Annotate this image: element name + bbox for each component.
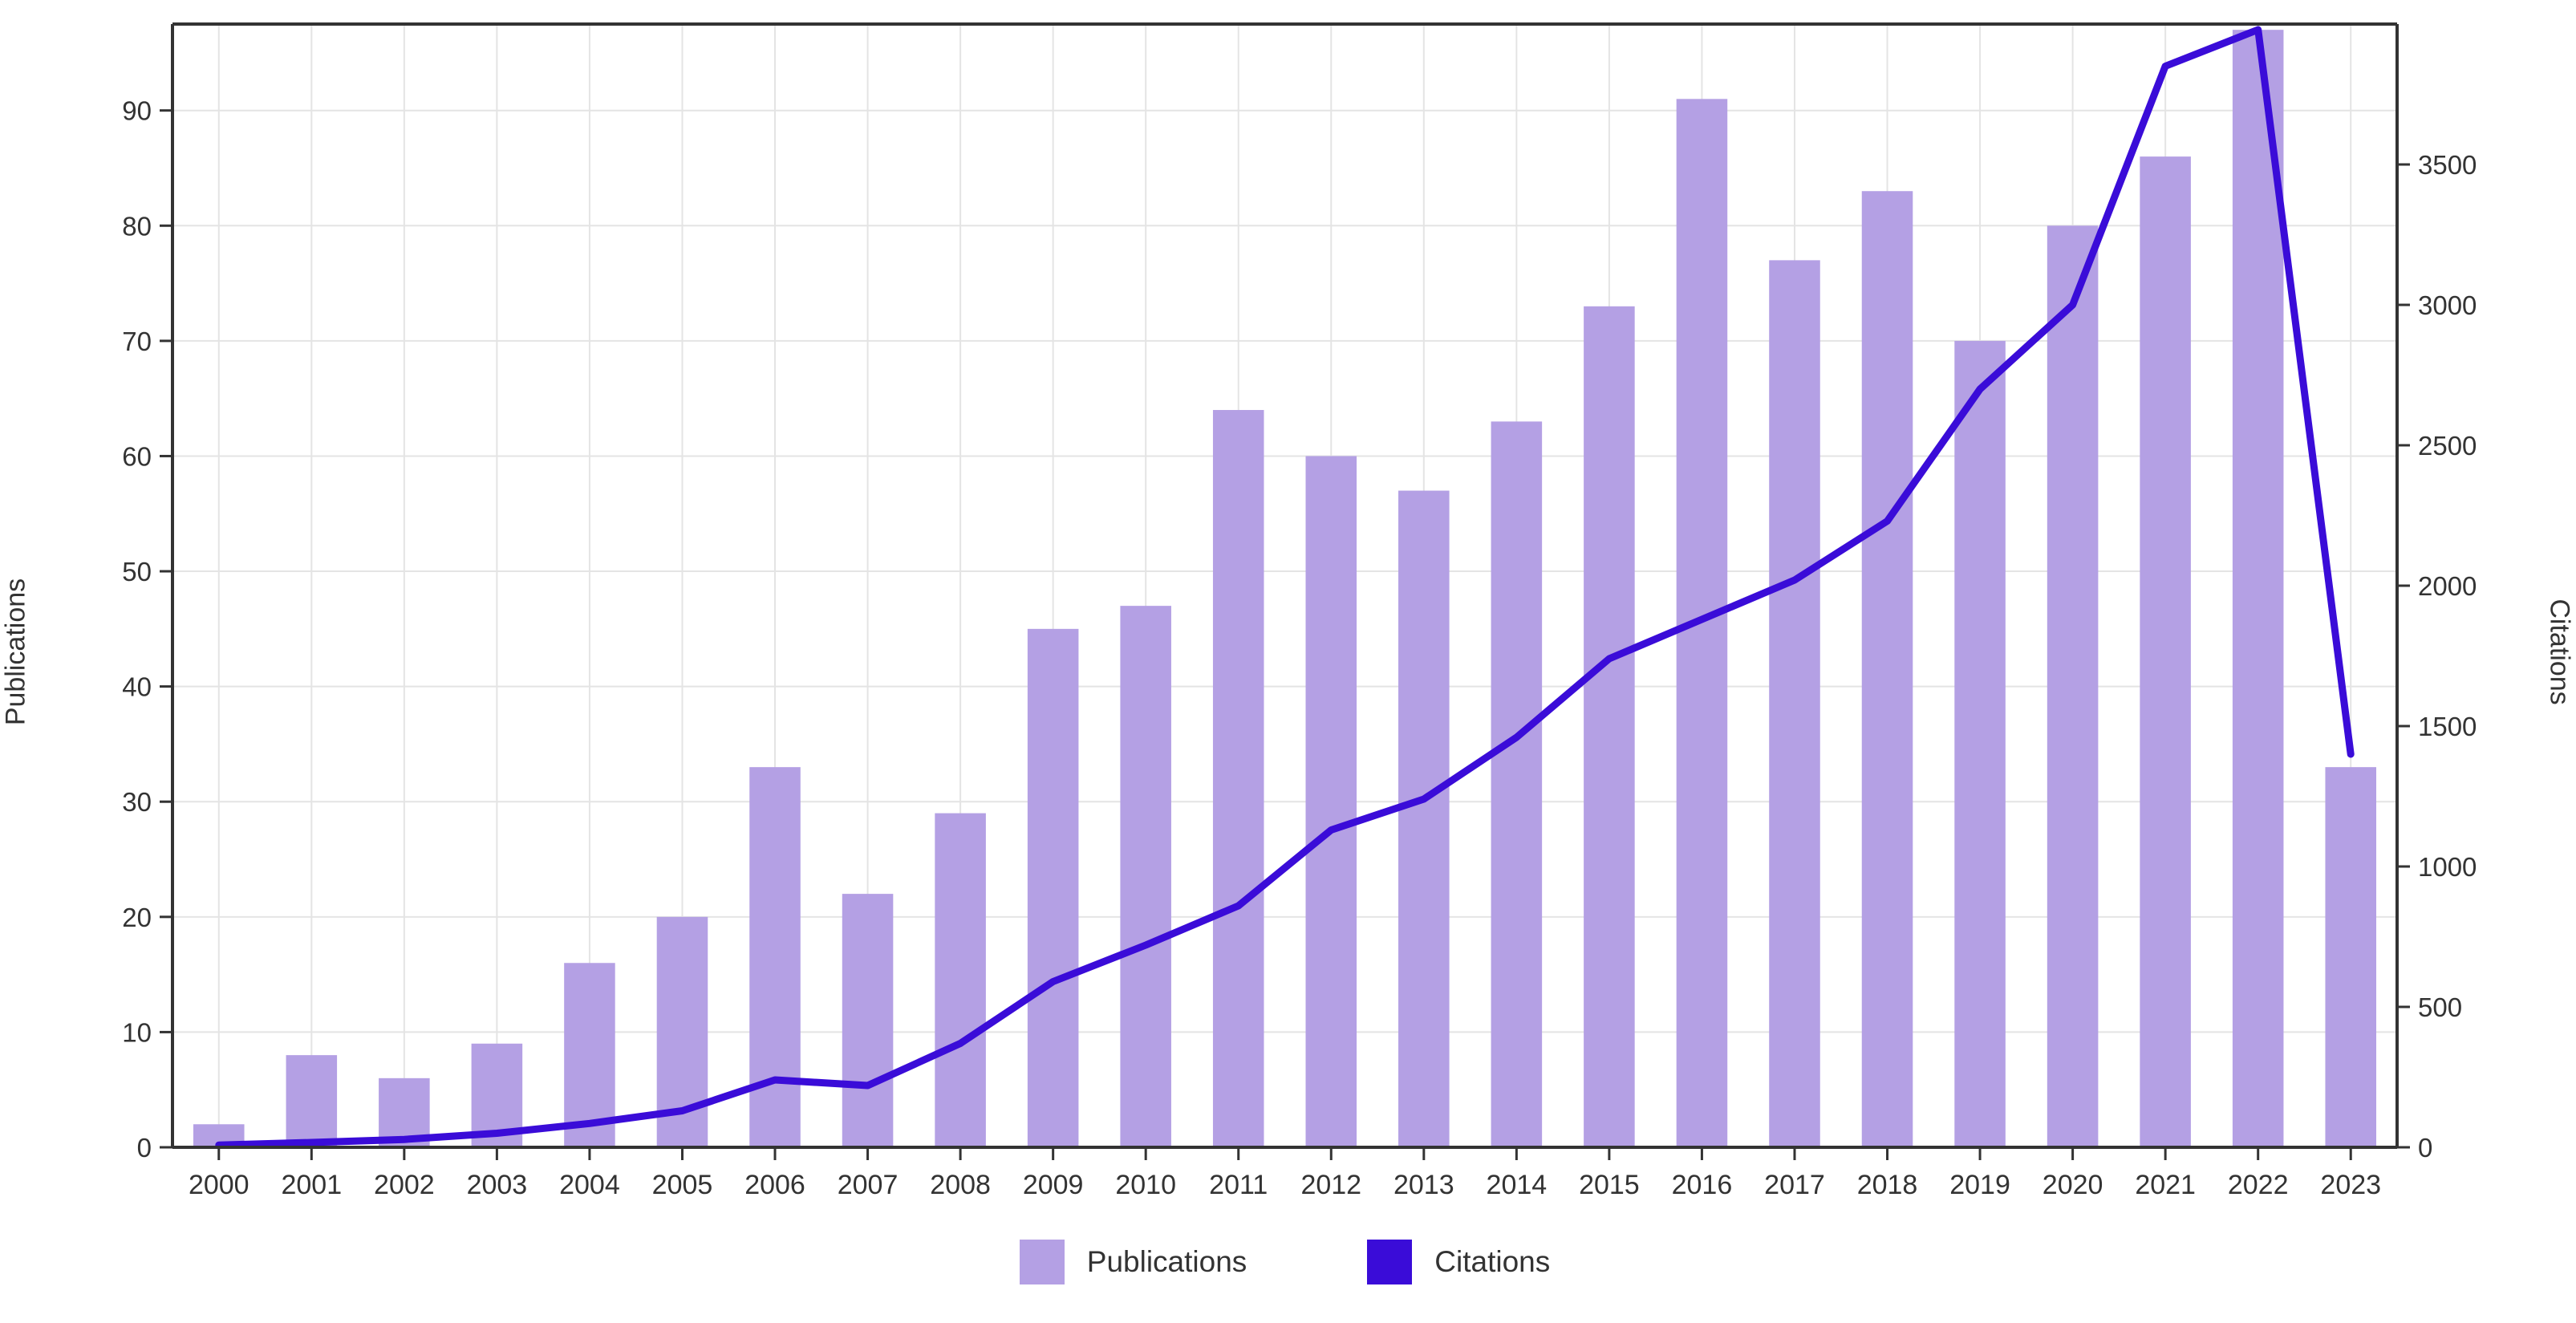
- publications-swatch-icon: [1019, 1240, 1065, 1284]
- publications-bar: [1305, 456, 1357, 1147]
- y-left-tick-label: 40: [122, 672, 152, 702]
- legend-item-citations: Citations: [1367, 1240, 1550, 1284]
- x-tick-label: 2015: [1579, 1170, 1640, 1200]
- y-left-tick-label: 30: [122, 787, 152, 817]
- citations-line: [215, 26, 2355, 1149]
- publications-bar: [1212, 410, 1264, 1147]
- x-tick-label: 2023: [2320, 1170, 2381, 1200]
- publications-bar: [749, 767, 801, 1147]
- x-tick-label: 2006: [744, 1170, 805, 1200]
- legend-item-publications: Publications: [1019, 1240, 1247, 1284]
- left-axis-title: Publications: [0, 578, 31, 726]
- x-tick-label: 2020: [2043, 1170, 2103, 1200]
- publications-bar: [1769, 260, 1820, 1147]
- legend: Publications Citations: [172, 1240, 2397, 1284]
- y-right-tick-label: 3500: [2418, 150, 2477, 180]
- y-right-tick-label: 1000: [2418, 852, 2477, 882]
- y-left-tick-label: 0: [137, 1133, 152, 1163]
- tick-marks: [160, 109, 2410, 1160]
- x-tick-label: 2016: [1672, 1170, 1733, 1200]
- y-left-tick-label: 60: [122, 441, 152, 471]
- publications-bar: [2140, 156, 2191, 1148]
- publications-bar: [286, 1055, 338, 1147]
- x-tick-label: 2022: [2228, 1170, 2289, 1200]
- y-left-tick-label: 90: [122, 96, 152, 126]
- publications-bars: [193, 30, 2377, 1148]
- x-tick-label: 2012: [1300, 1170, 1361, 1200]
- tick-labels: 0 10 20 30 40 50 60 70 80 90 0 500 1000 1500 2000 2500 3…: [122, 96, 2477, 1200]
- x-tick-label: 2005: [652, 1170, 713, 1200]
- y-left-tick-label: 20: [122, 903, 152, 932]
- x-tick-label: 2007: [838, 1170, 899, 1200]
- y-left-tick-label: 80: [122, 211, 152, 241]
- y-right-tick-label: 2500: [2418, 431, 2477, 461]
- publications-bar: [1398, 490, 1450, 1147]
- citations-line-path: [215, 26, 2355, 1149]
- x-tick-label: 2021: [2135, 1170, 2196, 1200]
- y-left-tick-label: 10: [122, 1017, 152, 1047]
- x-tick-label: 2000: [189, 1170, 249, 1200]
- legend-label-citations: Citations: [1434, 1245, 1551, 1278]
- right-axis-title: Citations: [2544, 599, 2575, 705]
- x-tick-label: 2008: [930, 1170, 991, 1200]
- x-tick-label: 2003: [467, 1170, 528, 1200]
- x-tick-label: 2014: [1487, 1170, 1548, 1200]
- publications-bar: [2232, 30, 2284, 1148]
- x-tick-label: 2013: [1393, 1170, 1454, 1200]
- x-tick-label: 2004: [559, 1170, 620, 1200]
- publications-bar: [1861, 191, 1913, 1148]
- x-tick-label: 2018: [1857, 1170, 1918, 1200]
- publications-bar: [1120, 606, 1171, 1147]
- citations-swatch-icon: [1367, 1240, 1413, 1284]
- legend-label-publications: Publications: [1086, 1245, 1247, 1278]
- publications-bar: [2047, 225, 2099, 1148]
- y-right-tick-label: 1500: [2418, 712, 2477, 741]
- y-left-tick-label: 50: [122, 557, 152, 586]
- publications-bar: [1584, 306, 1635, 1147]
- publications-bar: [935, 813, 986, 1147]
- x-tick-label: 2009: [1023, 1170, 1084, 1200]
- y-right-tick-label: 3000: [2418, 290, 2477, 320]
- y-right-tick-label: 500: [2418, 992, 2462, 1022]
- y-right-tick-label: 0: [2418, 1133, 2432, 1163]
- x-tick-label: 2011: [1209, 1170, 1268, 1200]
- x-tick-label: 2017: [1764, 1170, 1825, 1200]
- publications-bar: [564, 963, 615, 1147]
- x-tick-label: 2010: [1115, 1170, 1176, 1200]
- y-right-tick-label: 2000: [2418, 571, 2477, 601]
- publications-bar: [2325, 767, 2377, 1147]
- publications-bar: [842, 894, 894, 1147]
- x-tick-label: 2001: [281, 1170, 342, 1200]
- y-left-tick-label: 70: [122, 327, 152, 356]
- publications-bar: [1954, 340, 2006, 1147]
- x-tick-label: 2002: [374, 1170, 435, 1200]
- publications-bar: [1491, 421, 1543, 1147]
- publications-bar: [1027, 628, 1079, 1147]
- x-tick-label: 2019: [1949, 1170, 2010, 1200]
